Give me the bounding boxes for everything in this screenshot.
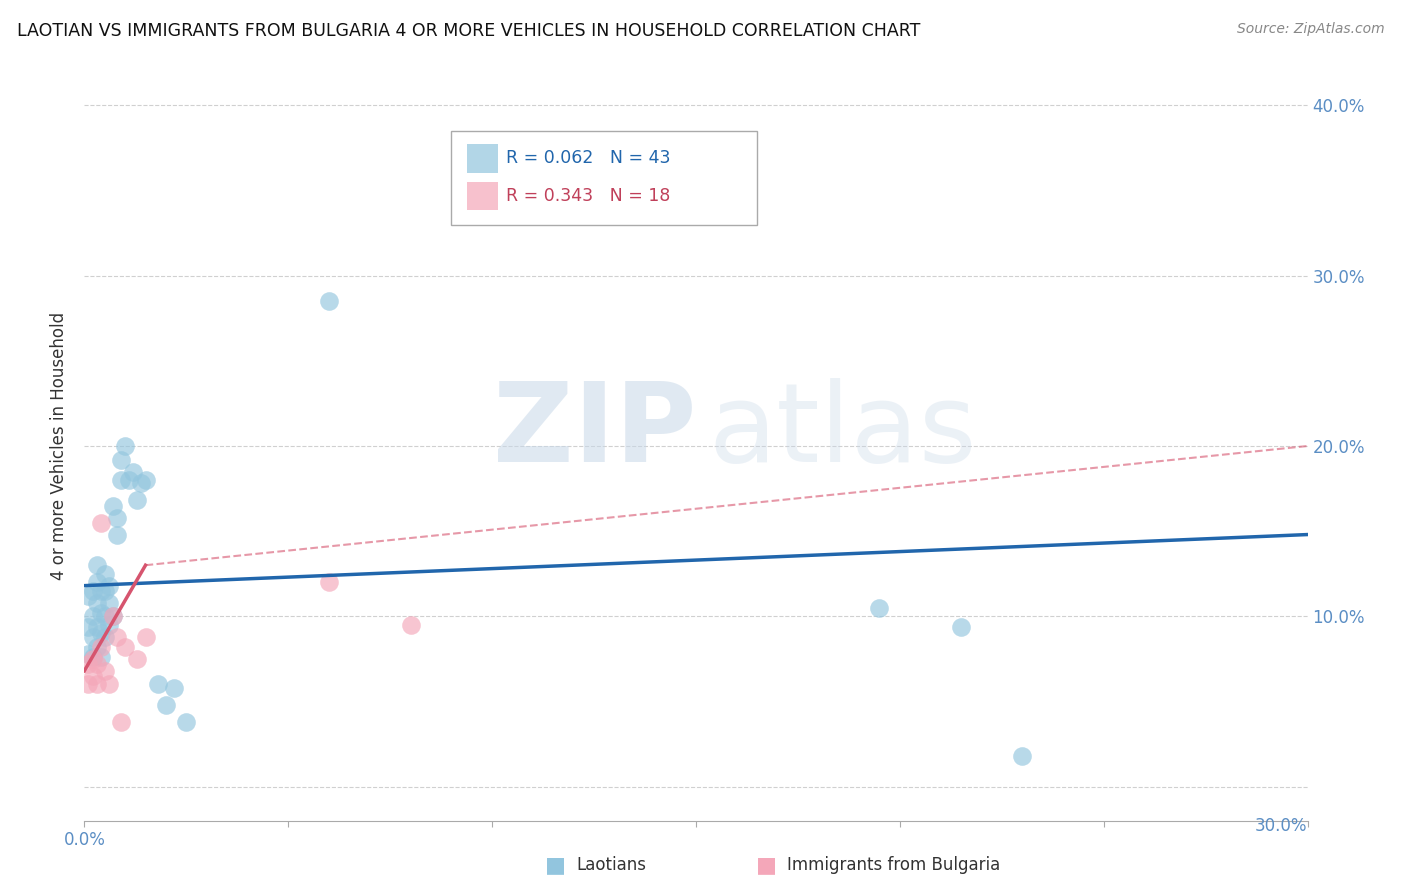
Point xyxy=(86,558,108,573)
Point xyxy=(77,619,100,633)
Text: R = 0.343   N = 18: R = 0.343 N = 18 xyxy=(506,186,671,205)
Text: Immigrants from Bulgaria: Immigrants from Bulgaria xyxy=(787,856,1001,874)
Text: 30.0%: 30.0% xyxy=(1256,817,1308,835)
Point xyxy=(77,657,100,671)
Point xyxy=(82,652,104,666)
Point xyxy=(86,657,108,671)
Point xyxy=(950,619,973,633)
Point xyxy=(97,677,120,691)
Text: R = 0.062   N = 43: R = 0.062 N = 43 xyxy=(506,149,671,168)
Point xyxy=(110,452,132,467)
Point xyxy=(90,650,112,665)
Point xyxy=(127,652,149,666)
Point xyxy=(114,640,136,654)
Point xyxy=(131,476,153,491)
Text: atlas: atlas xyxy=(709,377,977,484)
Point xyxy=(399,617,422,632)
Point xyxy=(118,473,141,487)
Text: Laotians: Laotians xyxy=(576,856,647,874)
Point xyxy=(127,493,149,508)
Point xyxy=(77,677,100,691)
Point xyxy=(105,510,128,524)
Text: LAOTIAN VS IMMIGRANTS FROM BULGARIA 4 OR MORE VEHICLES IN HOUSEHOLD CORRELATION : LAOTIAN VS IMMIGRANTS FROM BULGARIA 4 OR… xyxy=(17,22,921,40)
Point xyxy=(82,650,104,665)
Point xyxy=(114,439,136,453)
Point xyxy=(93,664,115,678)
Point xyxy=(86,640,108,654)
Point xyxy=(174,714,197,729)
Point xyxy=(97,596,120,610)
Point xyxy=(163,681,186,695)
Point xyxy=(90,626,112,640)
Point xyxy=(135,630,157,644)
Point xyxy=(101,609,124,624)
Point xyxy=(82,583,104,598)
Text: ZIP: ZIP xyxy=(492,377,696,484)
Point xyxy=(105,527,128,541)
Point xyxy=(93,583,115,598)
Point xyxy=(869,600,891,615)
Point xyxy=(97,579,120,593)
Point xyxy=(318,575,340,590)
Point xyxy=(101,609,124,624)
Point xyxy=(155,698,177,712)
Point xyxy=(135,473,157,487)
Y-axis label: 4 or more Vehicles in Household: 4 or more Vehicles in Household xyxy=(51,312,69,580)
Point xyxy=(97,617,120,632)
Point xyxy=(82,609,104,624)
Point xyxy=(82,630,104,644)
Point xyxy=(110,473,132,487)
Point xyxy=(82,669,104,683)
Point xyxy=(86,596,108,610)
Point xyxy=(90,640,112,654)
Point xyxy=(86,575,108,590)
Point xyxy=(146,677,169,691)
Point xyxy=(101,499,124,513)
Bar xyxy=(467,181,498,210)
Text: ■: ■ xyxy=(546,855,565,875)
Point xyxy=(77,647,100,661)
Point xyxy=(90,583,112,598)
Point xyxy=(1011,748,1033,763)
Point xyxy=(318,294,340,309)
Point xyxy=(93,566,115,581)
Text: ■: ■ xyxy=(756,855,776,875)
Point xyxy=(90,606,112,620)
Bar xyxy=(467,144,498,172)
Text: Source: ZipAtlas.com: Source: ZipAtlas.com xyxy=(1237,22,1385,37)
Point xyxy=(122,465,145,479)
Point xyxy=(110,714,132,729)
Point xyxy=(77,589,100,603)
Point xyxy=(93,609,115,624)
Point xyxy=(93,630,115,644)
Point xyxy=(86,677,108,691)
Point xyxy=(90,516,112,530)
Point xyxy=(86,619,108,633)
FancyBboxPatch shape xyxy=(451,131,758,225)
Point xyxy=(105,630,128,644)
